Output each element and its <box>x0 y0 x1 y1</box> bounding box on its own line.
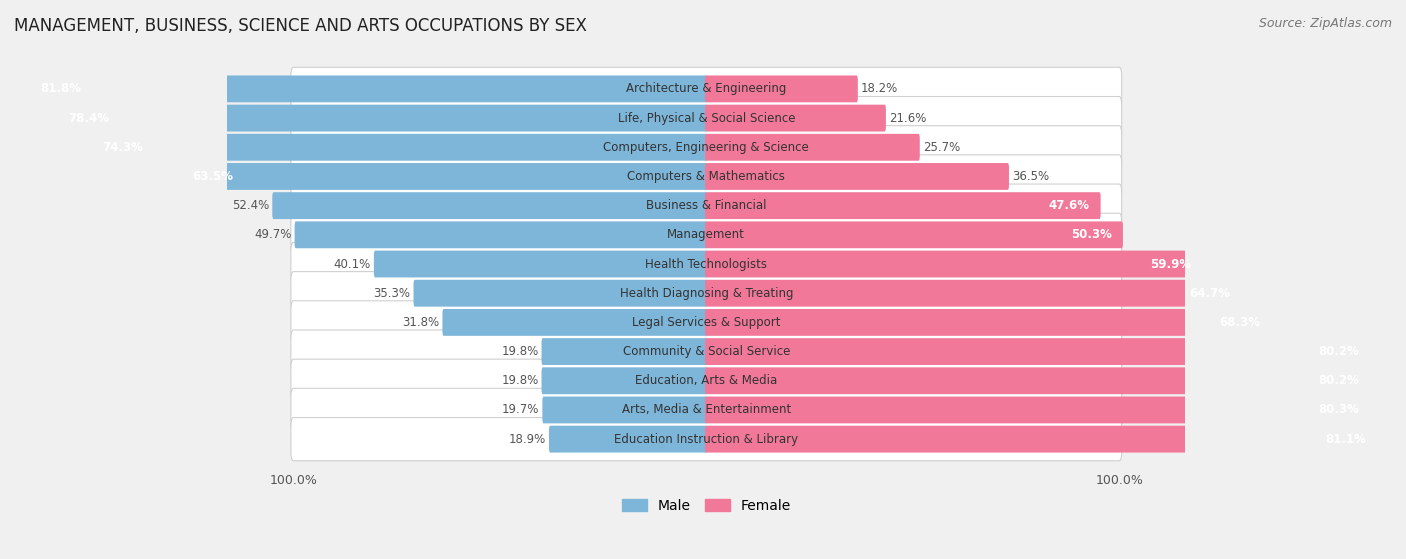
FancyBboxPatch shape <box>273 192 707 219</box>
Text: Computers & Mathematics: Computers & Mathematics <box>627 170 785 183</box>
Text: 52.4%: 52.4% <box>232 199 270 212</box>
Text: 21.6%: 21.6% <box>889 112 927 125</box>
Text: Architecture & Engineering: Architecture & Engineering <box>626 82 786 96</box>
Text: Health Technologists: Health Technologists <box>645 258 768 271</box>
Text: 19.8%: 19.8% <box>502 375 538 387</box>
FancyBboxPatch shape <box>291 67 1122 111</box>
FancyBboxPatch shape <box>291 97 1122 140</box>
Text: 18.9%: 18.9% <box>509 433 546 446</box>
Text: Education Instruction & Library: Education Instruction & Library <box>614 433 799 446</box>
Text: 49.7%: 49.7% <box>254 228 291 241</box>
Text: MANAGEMENT, BUSINESS, SCIENCE AND ARTS OCCUPATIONS BY SEX: MANAGEMENT, BUSINESS, SCIENCE AND ARTS O… <box>14 17 586 35</box>
FancyBboxPatch shape <box>291 243 1122 286</box>
Text: 78.4%: 78.4% <box>69 112 110 125</box>
FancyBboxPatch shape <box>541 338 707 365</box>
FancyBboxPatch shape <box>291 155 1122 198</box>
Text: Community & Social Service: Community & Social Service <box>623 345 790 358</box>
FancyBboxPatch shape <box>704 367 1369 394</box>
Text: 64.7%: 64.7% <box>1189 287 1230 300</box>
Text: 81.8%: 81.8% <box>41 82 82 96</box>
FancyBboxPatch shape <box>291 418 1122 461</box>
FancyBboxPatch shape <box>291 213 1122 257</box>
FancyBboxPatch shape <box>704 426 1378 453</box>
Text: 59.9%: 59.9% <box>1150 258 1191 271</box>
FancyBboxPatch shape <box>704 105 886 131</box>
Text: 74.3%: 74.3% <box>103 141 143 154</box>
FancyBboxPatch shape <box>291 126 1122 169</box>
FancyBboxPatch shape <box>295 221 707 248</box>
FancyBboxPatch shape <box>443 309 707 336</box>
FancyBboxPatch shape <box>704 192 1101 219</box>
Text: Computers, Engineering & Science: Computers, Engineering & Science <box>603 141 810 154</box>
Text: 19.8%: 19.8% <box>502 345 538 358</box>
FancyBboxPatch shape <box>180 163 707 190</box>
Legend: Male, Female: Male, Female <box>616 494 797 519</box>
FancyBboxPatch shape <box>91 134 707 160</box>
Text: 47.6%: 47.6% <box>1049 199 1090 212</box>
Text: 19.7%: 19.7% <box>502 404 540 416</box>
FancyBboxPatch shape <box>291 272 1122 315</box>
Text: 40.1%: 40.1% <box>333 258 371 271</box>
Text: 80.3%: 80.3% <box>1319 404 1360 416</box>
Text: Arts, Media & Entertainment: Arts, Media & Entertainment <box>621 404 792 416</box>
Text: Source: ZipAtlas.com: Source: ZipAtlas.com <box>1258 17 1392 30</box>
Text: 81.1%: 81.1% <box>1326 433 1367 446</box>
Text: Health Diagnosing & Treating: Health Diagnosing & Treating <box>620 287 793 300</box>
FancyBboxPatch shape <box>704 280 1241 307</box>
Text: Education, Arts & Media: Education, Arts & Media <box>636 375 778 387</box>
FancyBboxPatch shape <box>543 396 707 423</box>
Text: 18.2%: 18.2% <box>860 82 898 96</box>
Text: 80.2%: 80.2% <box>1317 345 1358 358</box>
Text: 80.2%: 80.2% <box>1317 375 1358 387</box>
Text: 35.3%: 35.3% <box>374 287 411 300</box>
Text: Management: Management <box>668 228 745 241</box>
Text: 68.3%: 68.3% <box>1219 316 1260 329</box>
FancyBboxPatch shape <box>704 250 1202 277</box>
Text: 31.8%: 31.8% <box>402 316 440 329</box>
Text: 25.7%: 25.7% <box>922 141 960 154</box>
FancyBboxPatch shape <box>704 221 1123 248</box>
Text: Life, Physical & Social Science: Life, Physical & Social Science <box>617 112 794 125</box>
Text: Legal Services & Support: Legal Services & Support <box>633 316 780 329</box>
FancyBboxPatch shape <box>704 396 1371 423</box>
FancyBboxPatch shape <box>548 426 707 453</box>
FancyBboxPatch shape <box>291 330 1122 373</box>
FancyBboxPatch shape <box>291 184 1122 228</box>
FancyBboxPatch shape <box>541 367 707 394</box>
FancyBboxPatch shape <box>704 75 858 102</box>
Text: 63.5%: 63.5% <box>191 170 233 183</box>
Text: Business & Financial: Business & Financial <box>645 199 766 212</box>
FancyBboxPatch shape <box>291 359 1122 402</box>
FancyBboxPatch shape <box>704 309 1271 336</box>
FancyBboxPatch shape <box>58 105 707 131</box>
Text: 50.3%: 50.3% <box>1071 228 1112 241</box>
FancyBboxPatch shape <box>704 163 1010 190</box>
FancyBboxPatch shape <box>704 338 1369 365</box>
FancyBboxPatch shape <box>374 250 707 277</box>
FancyBboxPatch shape <box>30 75 707 102</box>
FancyBboxPatch shape <box>291 301 1122 344</box>
Text: 36.5%: 36.5% <box>1012 170 1049 183</box>
FancyBboxPatch shape <box>704 134 920 160</box>
FancyBboxPatch shape <box>291 389 1122 432</box>
FancyBboxPatch shape <box>413 280 707 307</box>
